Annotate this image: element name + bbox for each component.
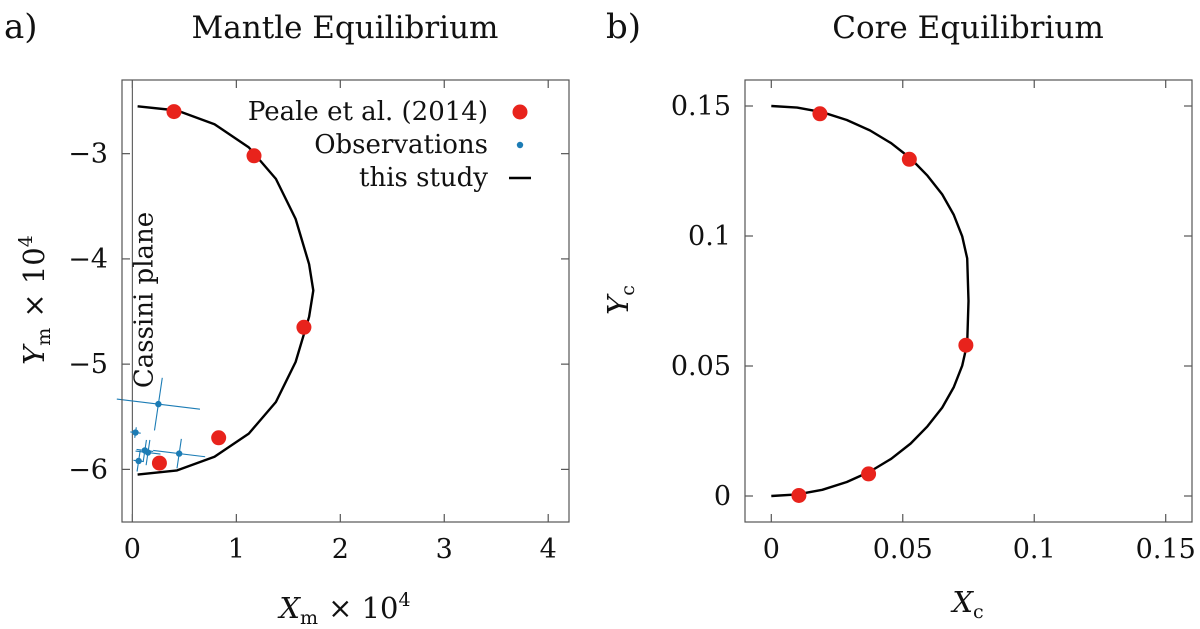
peale-point [151,455,167,471]
y-axis-label-mantle: Ym× 104 [15,235,55,365]
y-tick-label: −4 [68,244,108,275]
observation-point [141,447,149,454]
y-tick-label: −6 [68,454,108,485]
chart-title-core: Core Equilibrium [832,10,1104,46]
x-tick-label: 2 [332,534,349,565]
x-tick-label: 3 [436,534,453,565]
y-tick-label: 0.05 [671,351,731,382]
series-line-this-study [771,104,970,498]
peale-point [812,106,828,122]
observation-point [132,429,139,436]
legend-label: this study [359,163,488,193]
peale-point [296,319,312,335]
plot-frame-core [744,79,1193,523]
series-line-this-study [137,105,315,476]
y-tick-label: 0.1 [688,221,731,252]
panel-mantle: a) Mantle Equilibrium 0 1 2 3 4 −3 −4 −5 −6 Cassi… [4,7,570,629]
x-tick-label: 0.05 [873,534,933,565]
panel-core: b) Core Equilibrium 0 0.05 0.1 0.15 0 0.05 0.1… [601,7,1196,623]
peale-point [211,430,227,446]
legend-marker-peale [512,104,528,120]
peale-point [958,337,974,353]
x-axis-label-core: Xc [950,585,983,623]
cassini-plane-label: Cassini plane [129,212,159,388]
plot-frame-mantle [121,79,570,523]
y-tick-label: 0 [714,481,731,512]
legend-label: Observations [314,130,488,160]
x-tick-label: 0 [763,534,780,565]
observation-point [135,457,142,465]
plot-area-core: 0 0.05 0.1 0.15 0 0.05 0.1 0.15 [671,80,1196,565]
panel-label-b: b) [606,7,641,47]
x-tick-label: 0.1 [1013,534,1056,565]
panel-label-a: a) [4,7,38,47]
x-tick-label: 0 [124,534,141,565]
y-tick-label: −5 [68,349,108,380]
peale-point [246,148,262,164]
x-tick-label: 4 [540,534,557,565]
peale-point [166,104,182,120]
peale-point [901,151,917,167]
legend-label: Peale et al. (2014) [248,97,488,127]
y-tick-label: 0.15 [671,91,731,122]
observation-point [155,400,162,408]
peale-point [861,466,877,482]
x-axis-label-mantle: Xm × 104 [277,589,410,629]
chart-title-mantle: Mantle Equilibrium [192,10,499,46]
legend-marker-observations [516,141,524,149]
x-tick-label: 1 [228,534,245,565]
plot-area-mantle: 0 1 2 3 4 −3 −4 −5 −6 Cassini plane [68,80,569,565]
observation-point [175,450,183,457]
x-tick-label: 0.15 [1136,534,1196,565]
y-axis-label-core: Yc [601,285,639,315]
peale-point [791,487,807,503]
y-tick-label: −3 [68,139,108,170]
